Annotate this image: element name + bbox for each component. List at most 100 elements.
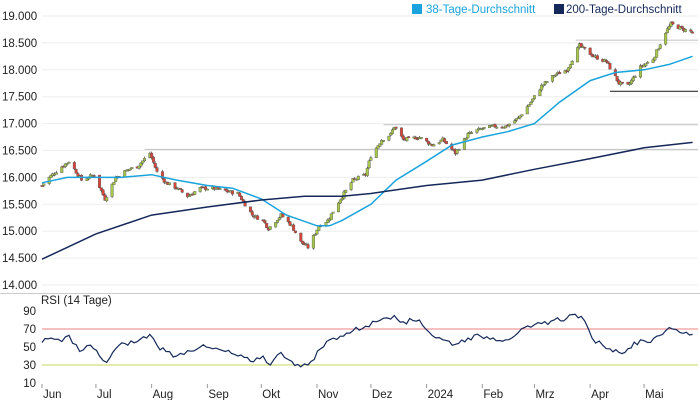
candle-body-up [313, 234, 317, 236]
price-y-tick-labels: 14.000 14.500 15.000 15.500 16.000 16.500 17.0… [2, 11, 37, 292]
candle-body-down [689, 29, 693, 32]
candle-body-up [369, 157, 373, 161]
price-y-tick-label: 15.500 [2, 199, 37, 211]
price-gridlines [42, 15, 698, 286]
candle-body-up [541, 84, 545, 87]
x-axis-month-label: Aug [153, 389, 173, 400]
price-y-tick-label: 16.500 [2, 146, 37, 158]
candle-body-up [678, 26, 682, 30]
candle-body-up [464, 138, 468, 140]
candle-body-down [565, 70, 569, 72]
candle-body-down [286, 216, 290, 222]
price-panel: 14.000 14.500 15.000 15.500 16.000 16.500 17.0… [2, 11, 698, 292]
candle-body-up [42, 183, 46, 186]
candle-body-up [130, 167, 134, 169]
rsi-line-group [41, 313, 693, 368]
candle-body-down [150, 152, 154, 159]
legend-swatch-38-day [412, 4, 422, 14]
candle-body-down [153, 162, 157, 168]
candle-body-up [338, 199, 342, 204]
candle-body-up [482, 127, 486, 129]
candle-body-up [631, 76, 635, 81]
candle-body-up [457, 149, 461, 151]
x-axis-month-label: Nov [318, 389, 339, 400]
candle-body-down [426, 141, 430, 145]
candle-body-up [439, 139, 443, 143]
candle-body-down [263, 220, 267, 223]
candle-body-up [277, 217, 281, 221]
candle-body-up [331, 211, 335, 214]
candle-body-down [671, 21, 675, 25]
candle-body-up [405, 137, 409, 141]
candle-body-up [532, 95, 536, 99]
candle-body-up [110, 183, 114, 197]
candle-body-up [54, 172, 58, 175]
candle-body-down [186, 192, 190, 198]
candle-body-up [311, 234, 315, 249]
x-axis-month-label: Apr [591, 389, 609, 400]
candle-body-up [198, 187, 202, 192]
x-axis-month-label: Jul [97, 389, 112, 400]
x-axis-month-labels: Jun Jul Aug Sep Okt Nov Dez 2024 Feb Mrz Apr Mai [41, 384, 664, 400]
x-axis-month-label: Mrz [535, 389, 554, 400]
candle-body-up [344, 189, 348, 193]
candle-body-up [504, 125, 508, 129]
candle-body-up [540, 84, 544, 91]
candle-body-down [256, 215, 260, 220]
rsi-y-tick-label: 70 [23, 324, 36, 336]
candle-body-down [579, 43, 583, 47]
rsi-reference-lines [42, 328, 698, 366]
candle-body-up [628, 83, 632, 85]
candle-body-up [646, 61, 650, 64]
candle-body-up [351, 178, 355, 183]
candle-body-up [139, 162, 143, 167]
candle-body-up [455, 149, 459, 154]
moving-average-lines [41, 55, 693, 260]
x-axis-month-label: Mai [645, 389, 664, 400]
candle-body-down [306, 244, 310, 249]
candle-body-down [223, 188, 227, 191]
candle-body-down [444, 141, 448, 145]
candle-body-down [239, 196, 243, 201]
price-support-resistance-lines [144, 39, 698, 151]
candle-body-down [180, 189, 184, 193]
candle-body-up [419, 137, 423, 139]
rsi-y-tick-label: 30 [23, 360, 36, 372]
candle-body-up [389, 132, 393, 136]
candle-body-down [173, 182, 177, 189]
candle-body-up [376, 145, 380, 149]
candle-body-up [642, 64, 646, 68]
candle-body-up [349, 182, 353, 190]
candle-body-up [274, 222, 278, 228]
price-y-tick-label: 17.500 [2, 92, 37, 104]
candle-body-up [466, 133, 470, 139]
price-y-tick-label: 17.000 [2, 119, 37, 131]
candle-body-up [53, 173, 57, 176]
candle-body-up [633, 76, 637, 78]
candle-body-down [608, 62, 612, 70]
x-axis-month-label: Jun [43, 389, 62, 400]
candle-body-down [691, 31, 695, 34]
candle-body-up [538, 89, 542, 97]
candle-body-up [656, 48, 660, 51]
candle-body-up [495, 126, 499, 129]
candle-body-up [205, 188, 209, 191]
candle-body-up [518, 115, 522, 119]
candle-body-up [380, 140, 384, 145]
candle-body-up [552, 75, 556, 78]
rsi-title: RSI (14 Tage) [41, 295, 112, 307]
candle-body-down [301, 240, 305, 244]
ma-200-day-line [41, 141, 693, 260]
candle-body-up [326, 219, 330, 223]
price-y-tick-label: 19.000 [2, 11, 37, 23]
candle-body-down [293, 230, 297, 233]
candle-body-up [378, 143, 382, 147]
candle-body-up [576, 47, 580, 63]
candle-body-up [112, 182, 116, 185]
price-y-tick-label: 15.000 [2, 226, 37, 238]
candle-body-up [105, 196, 109, 202]
candle-body-up [128, 168, 132, 171]
candle-body-up [651, 59, 655, 63]
candle-body-up [545, 81, 549, 83]
